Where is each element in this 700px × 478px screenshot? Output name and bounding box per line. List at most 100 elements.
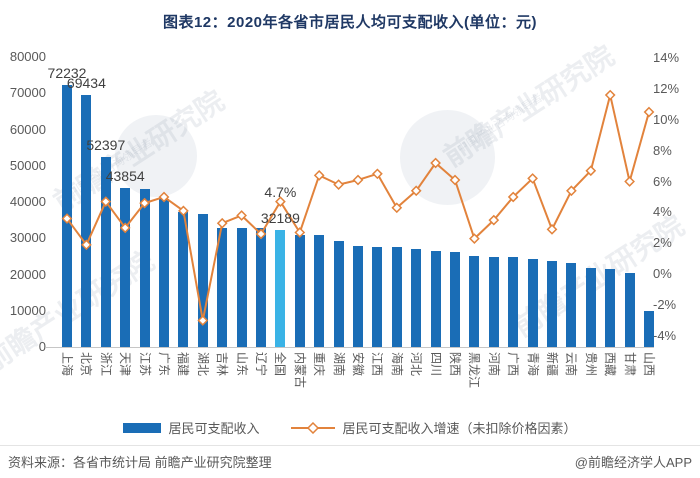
line-marker-icon: [313, 169, 325, 181]
bar-云南: [566, 262, 577, 347]
line-marker-icon: [391, 202, 403, 214]
bar-辽宁: [256, 228, 266, 347]
line-marker-icon: [430, 157, 441, 169]
bar-安徽: [353, 245, 363, 347]
line-diamond-swatch-icon: [290, 421, 335, 434]
right-axis-tick: 0%: [653, 266, 672, 282]
line-marker-icon: [61, 213, 73, 224]
right-axis-tick: 4%: [653, 204, 672, 220]
line-marker-icon: [352, 174, 364, 186]
right-axis-tick: -4%: [653, 327, 677, 343]
value-label: 32189: [260, 210, 300, 227]
bar-浙江: [100, 157, 111, 347]
left-axis-tick: 0: [38, 339, 46, 354]
line-marker-icon: [410, 185, 422, 197]
legend-growth-label: 居民可支配收入增速（未扣除价格因素）: [342, 421, 577, 436]
bar-天津: [120, 188, 131, 347]
bar-海南: [391, 246, 402, 347]
line-marker-icon: [197, 315, 209, 326]
right-axis-tick: -2%: [653, 297, 677, 313]
line-marker-icon: [178, 205, 189, 217]
legend-item-growth: 居民可支配收入增速（未扣除价格因素）: [290, 418, 577, 437]
value-label: 4.7%: [264, 183, 297, 200]
footer-divider: [0, 445, 700, 446]
line-marker-icon: [507, 191, 519, 203]
page-title: 图表12：2020年各省市居民人均可支配收入(单位：元): [162, 14, 538, 31]
bar-黑龙江: [469, 256, 480, 347]
bar-河南: [488, 257, 499, 347]
line-marker-icon: [100, 196, 112, 207]
left-axis-tick: 60000: [9, 121, 46, 137]
line-marker-icon: [488, 214, 500, 226]
left-axis-tick: 80000: [9, 49, 46, 64]
left-axis-tick: 70000: [9, 85, 46, 101]
x-axis-line: [46, 347, 654, 348]
right-axis-tick: 2%: [653, 235, 672, 251]
legend-item-income: 居民可支配收入: [123, 418, 260, 437]
line-marker-icon: [333, 179, 344, 190]
left-axis-tick: 40000: [9, 194, 46, 209]
line-marker-icon: [119, 222, 131, 234]
left-axis-tick: 50000: [9, 157, 46, 173]
line-marker-icon: [624, 176, 635, 187]
bar-新疆: [547, 261, 557, 347]
bar-陕西: [450, 252, 460, 347]
line-marker-icon: [449, 174, 461, 186]
line-marker-icon: [81, 239, 92, 251]
right-axis-tick: 12%: [653, 80, 680, 96]
right-axis-tick: 8%: [653, 142, 672, 158]
bar-全国: [275, 230, 286, 347]
bar-福建: [178, 212, 189, 347]
value-label: 69434: [66, 75, 106, 92]
line-marker-icon: [585, 165, 597, 177]
bar-四川: [430, 250, 441, 347]
line-marker-icon: [372, 168, 383, 180]
right-axis-tick: 10%: [653, 111, 680, 127]
line-marker-icon: [158, 191, 170, 203]
bar-山西: [644, 311, 654, 347]
bar-重庆: [314, 235, 325, 347]
bar-广东: [159, 199, 169, 347]
line-marker-icon: [643, 106, 655, 118]
line-marker-icon: [236, 210, 247, 221]
bar-广西: [508, 257, 519, 347]
bar-山东: [236, 228, 247, 347]
left-axis-tick: 20000: [9, 266, 46, 282]
bar-内蒙古: [294, 234, 305, 347]
bar-贵州: [585, 267, 596, 347]
bar-swatch-icon: [123, 422, 162, 433]
bar-湖南: [333, 240, 344, 347]
bar-西藏: [605, 268, 616, 347]
bar-河北: [411, 248, 422, 347]
app-credit: @前瞻经济学人APP: [574, 455, 692, 470]
value-label: 72232: [47, 65, 87, 82]
bar-北京: [81, 95, 92, 347]
bar-湖北: [197, 213, 208, 347]
bar-甘肃: [624, 273, 635, 347]
line-marker-icon: [139, 197, 150, 209]
line-marker-icon: [255, 228, 267, 240]
bar-江西: [372, 246, 383, 347]
legend-income-label: 居民可支配收入: [168, 421, 260, 436]
line-marker-icon: [527, 173, 538, 184]
right-axis-tick: 14%: [653, 50, 680, 65]
left-axis-tick: 30000: [9, 230, 46, 246]
value-label: 43854: [105, 168, 145, 185]
bar-吉林: [217, 228, 228, 347]
line-marker-icon: [216, 217, 228, 229]
source-note: 资料来源：各省市统计局 前瞻产业研究院整理: [8, 455, 272, 470]
line-marker-icon: [546, 224, 558, 235]
line-marker-icon: [294, 227, 306, 238]
bar-青海: [527, 258, 538, 347]
line-marker-icon: [469, 233, 480, 245]
line-marker-icon: [566, 185, 577, 197]
legend: 居民可支配收入 居民可支配收入增速（未扣除价格因素）: [0, 418, 700, 437]
right-axis-tick: 6%: [653, 173, 672, 189]
line-marker-icon: [604, 89, 616, 101]
left-axis-tick: 10000: [9, 302, 46, 318]
bar-江苏: [139, 188, 150, 347]
value-label: 52397: [86, 137, 126, 154]
line-marker-icon: [275, 196, 286, 207]
